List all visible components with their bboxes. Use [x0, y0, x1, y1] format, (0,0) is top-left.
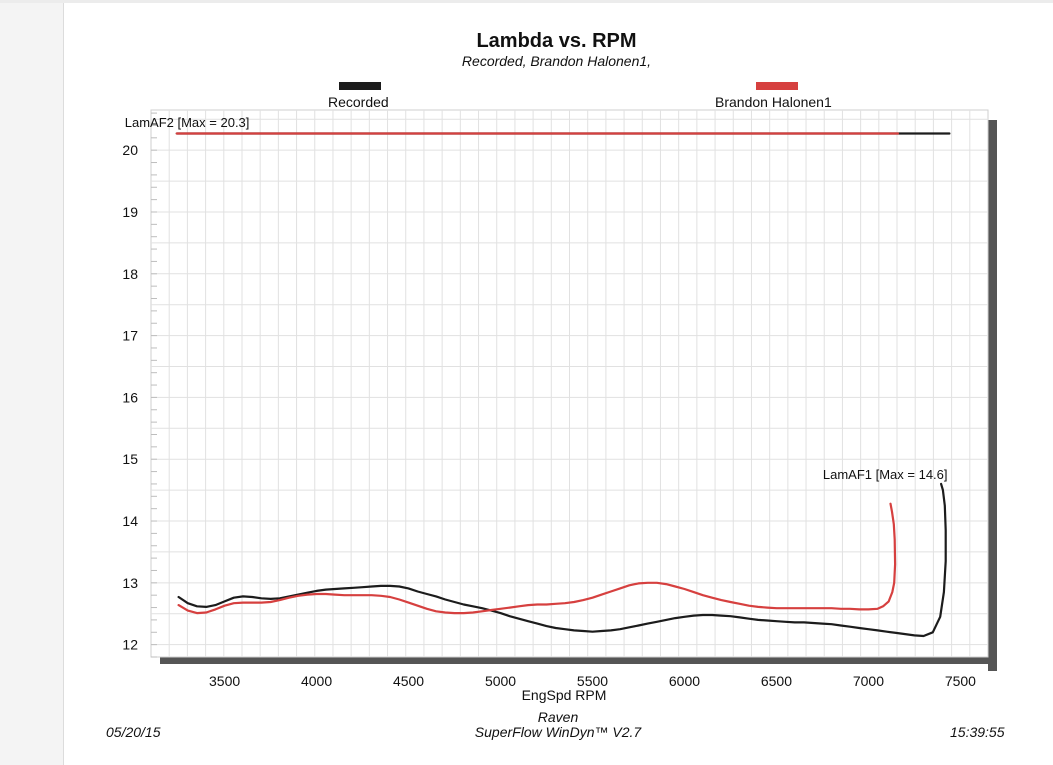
plot-shadow-bottom — [160, 657, 997, 664]
x-tick-label: 5500 — [577, 673, 608, 689]
x-tick-label: 5000 — [485, 673, 516, 689]
series-line-recorded-lamaf1 — [177, 482, 947, 638]
scan-left-edge — [63, 0, 64, 765]
footer-time: 15:39:55 — [950, 724, 1005, 740]
chart-subtitle: Recorded, Brandon Halonen1, — [461, 53, 652, 69]
plot-shadow-right — [988, 120, 997, 671]
y-tick-label: 19 — [122, 204, 138, 220]
legend-swatch-recorded — [339, 82, 381, 90]
series-line-brandon-halonen1-lamaf1 — [177, 502, 897, 615]
scan-top-edge — [0, 0, 1053, 3]
footer-product-line2: SuperFlow WinDyn™ V2.7 — [474, 724, 642, 740]
annotation-lamaf1-max: LamAF1 [Max = 14.6] — [823, 467, 948, 482]
x-axis-label: EngSpd RPM — [522, 687, 607, 703]
x-tick-label: 4500 — [393, 673, 424, 689]
scan-left-margin — [0, 0, 63, 765]
y-tick-label: 14 — [122, 513, 138, 529]
chart-title: Lambda vs. RPM — [476, 30, 637, 52]
y-tick-label: 12 — [122, 637, 138, 653]
y-tick-label: 17 — [122, 328, 138, 344]
annotation-lamaf2-max: LamAF2 [Max = 20.3] — [125, 115, 250, 130]
y-tick-label: 20 — [122, 142, 138, 158]
x-tick-label: 6000 — [669, 673, 700, 689]
legend-swatch-brandon-halonen1 — [756, 82, 798, 90]
y-tick-label: 16 — [122, 389, 138, 405]
x-tick-label: 4000 — [301, 673, 332, 689]
x-tick-label: 7000 — [853, 673, 884, 689]
x-tick-label: 7500 — [945, 673, 976, 689]
y-tick-label: 13 — [122, 575, 138, 591]
footer-date: 05/20/15 — [106, 724, 161, 740]
y-tick-label: 18 — [122, 266, 138, 282]
y-tick-label: 15 — [122, 451, 138, 467]
footer-product-line1: Raven — [537, 709, 579, 725]
legend-label-recorded: Recorded — [328, 94, 389, 110]
x-tick-label: 6500 — [761, 673, 792, 689]
legend-label-brandon-halonen1: Brandon Halonen1 — [715, 94, 832, 110]
x-tick-label: 3500 — [209, 673, 240, 689]
